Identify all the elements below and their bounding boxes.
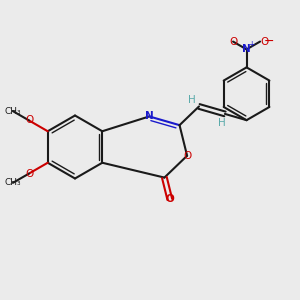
Text: CH₃: CH₃: [4, 178, 21, 187]
Text: O: O: [25, 169, 33, 178]
Text: H: H: [218, 118, 226, 128]
Text: O: O: [183, 151, 191, 161]
Text: CH₃: CH₃: [4, 106, 21, 116]
Text: N: N: [145, 111, 154, 122]
Text: −: −: [263, 35, 274, 48]
Text: +: +: [248, 40, 255, 50]
Text: H: H: [188, 94, 196, 104]
Text: N: N: [242, 44, 251, 54]
Text: O: O: [260, 37, 268, 46]
Text: O: O: [229, 37, 237, 46]
Text: O: O: [165, 194, 174, 204]
Text: O: O: [25, 116, 33, 125]
